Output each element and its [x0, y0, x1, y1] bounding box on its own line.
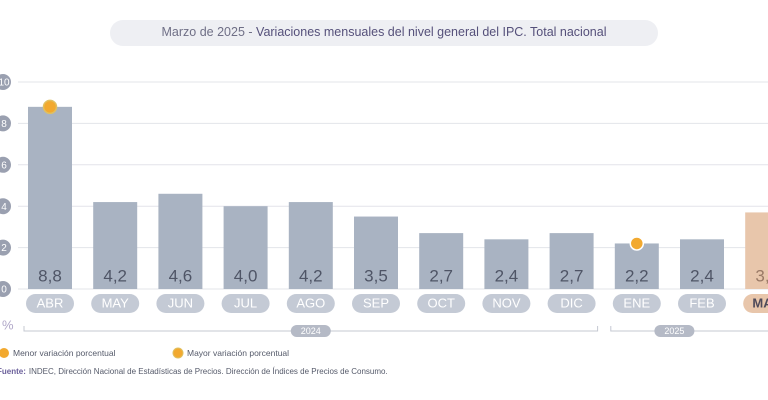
extreme-marker [42, 99, 58, 115]
y-tick-label: 4 [1, 202, 7, 213]
source-text: INDEC, Dirección Nacional de Estadística… [29, 367, 388, 376]
category-pill [221, 294, 270, 313]
bar [680, 239, 724, 289]
x-tick-label: JUL [234, 295, 257, 310]
y-tick-label: 0 [1, 285, 7, 296]
value-label: 3,7 [755, 266, 768, 285]
x-tick-label: AGO [296, 295, 325, 310]
x-tick-label: OCT [427, 295, 455, 310]
value-label: 2,4 [495, 266, 519, 285]
category-pill [482, 294, 531, 313]
y-tick-label: 6 [1, 160, 7, 171]
x-tick-label: ENE [623, 295, 650, 310]
y-tick-badge [0, 281, 11, 297]
category-pill [352, 294, 400, 313]
category-pill [547, 294, 596, 313]
x-tick-label: DIC [560, 295, 582, 310]
y-tick-badge [0, 198, 11, 215]
title-pill [110, 20, 658, 46]
category-pill [612, 294, 661, 313]
chart-title: Marzo de 2025 - Variaciones mensuales de… [162, 25, 607, 39]
y-tick-badge [0, 115, 11, 132]
legend-marker [172, 347, 184, 359]
bar [549, 233, 594, 289]
category-pill [26, 294, 74, 313]
value-label: 4,6 [169, 266, 193, 285]
bar [28, 106, 72, 289]
group-label: 2024 [301, 326, 321, 336]
bar [614, 243, 659, 289]
value-label: 2,7 [429, 266, 453, 285]
value-label: 4,0 [234, 266, 258, 285]
category-pill [417, 294, 466, 313]
bar [93, 202, 138, 289]
y-tick-label: 8 [1, 119, 7, 130]
bar [419, 233, 464, 289]
bar [288, 202, 333, 289]
x-tick-label: ABR [37, 295, 64, 310]
x-tick-label: MAY [102, 295, 130, 310]
value-label: 2,7 [560, 266, 584, 285]
x-tick-label: FEB [689, 295, 714, 310]
group-bracket [610, 326, 768, 332]
x-tick-label: NOV [492, 295, 521, 310]
bar [223, 206, 268, 289]
legend-label: Mayor variación porcentual [187, 348, 289, 358]
x-tick-label: SEP [363, 295, 389, 310]
category-pill [743, 294, 768, 313]
category-pill [286, 294, 335, 313]
group-pill [654, 325, 695, 337]
y-tick-label: 10 [0, 78, 10, 89]
x-tick-label: JUN [168, 295, 193, 310]
group-label: 2025 [664, 326, 684, 336]
y-axis-label: % [2, 317, 14, 332]
source-label: Fuente: [0, 367, 26, 376]
bar [745, 212, 768, 289]
group-pill [290, 325, 331, 337]
source: Fuente:INDEC, Dirección Nacional de Esta… [0, 367, 388, 376]
title-prefix: Marzo de 2025 - [162, 25, 253, 39]
value-label: 2,4 [690, 266, 714, 285]
value-label: 2,2 [625, 266, 649, 285]
bar [354, 216, 398, 289]
value-label: 4,2 [103, 266, 127, 285]
bar [484, 239, 529, 289]
y-tick-badge [0, 74, 11, 90]
value-label: 4,2 [299, 266, 323, 285]
value-label: 8,8 [38, 266, 62, 285]
y-tick-badge [0, 156, 11, 173]
x-tick-label: MAR [752, 295, 768, 310]
title-main: Variaciones mensuales del nivel general … [256, 25, 606, 39]
legend-marker [0, 348, 9, 358]
category-pill [156, 294, 205, 313]
legend-label: Menor variación porcentual [13, 348, 116, 358]
y-tick-label: 2 [1, 243, 7, 254]
value-label: 3,5 [364, 266, 388, 285]
category-pill [678, 294, 726, 313]
bar [158, 193, 203, 289]
category-pill [91, 294, 140, 313]
extreme-marker [629, 236, 645, 251]
y-tick-badge [0, 239, 11, 256]
